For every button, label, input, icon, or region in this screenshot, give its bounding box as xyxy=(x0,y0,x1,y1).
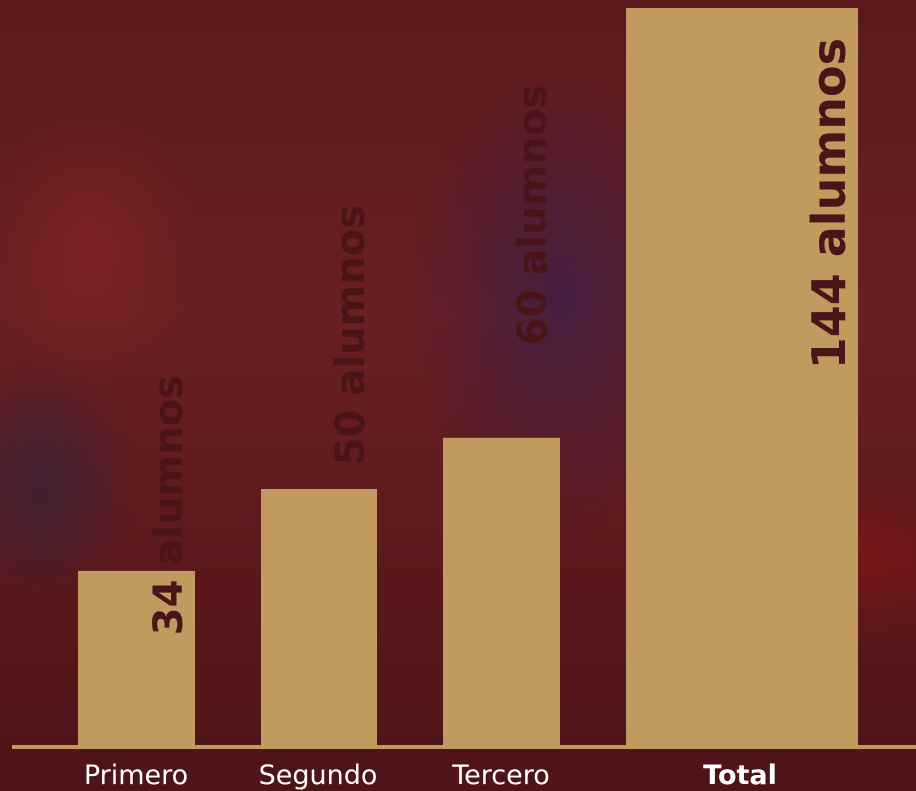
category-label-tercero: Tercero xyxy=(451,760,550,791)
category-label-total: Total xyxy=(703,760,777,791)
data-label-total: 144 alumnos xyxy=(802,38,856,369)
category-label-segundo: Segundo xyxy=(259,760,378,791)
bars-group: 34 alumnos 50 alumnos 60 alumnos 144 alumno… xyxy=(78,8,858,745)
data-label-primero: 34 alumnos xyxy=(146,375,192,635)
bar-segundo xyxy=(261,489,377,745)
data-label-tercero: 60 alumnos xyxy=(510,85,556,345)
bar-tercero xyxy=(443,437,560,745)
category-labels-group: Primero Segundo Tercero Total xyxy=(84,760,777,791)
data-label-segundo: 50 alumnos xyxy=(328,205,374,465)
bar-primero xyxy=(78,570,195,745)
bar-total xyxy=(626,8,858,745)
category-label-primero: Primero xyxy=(84,760,188,791)
